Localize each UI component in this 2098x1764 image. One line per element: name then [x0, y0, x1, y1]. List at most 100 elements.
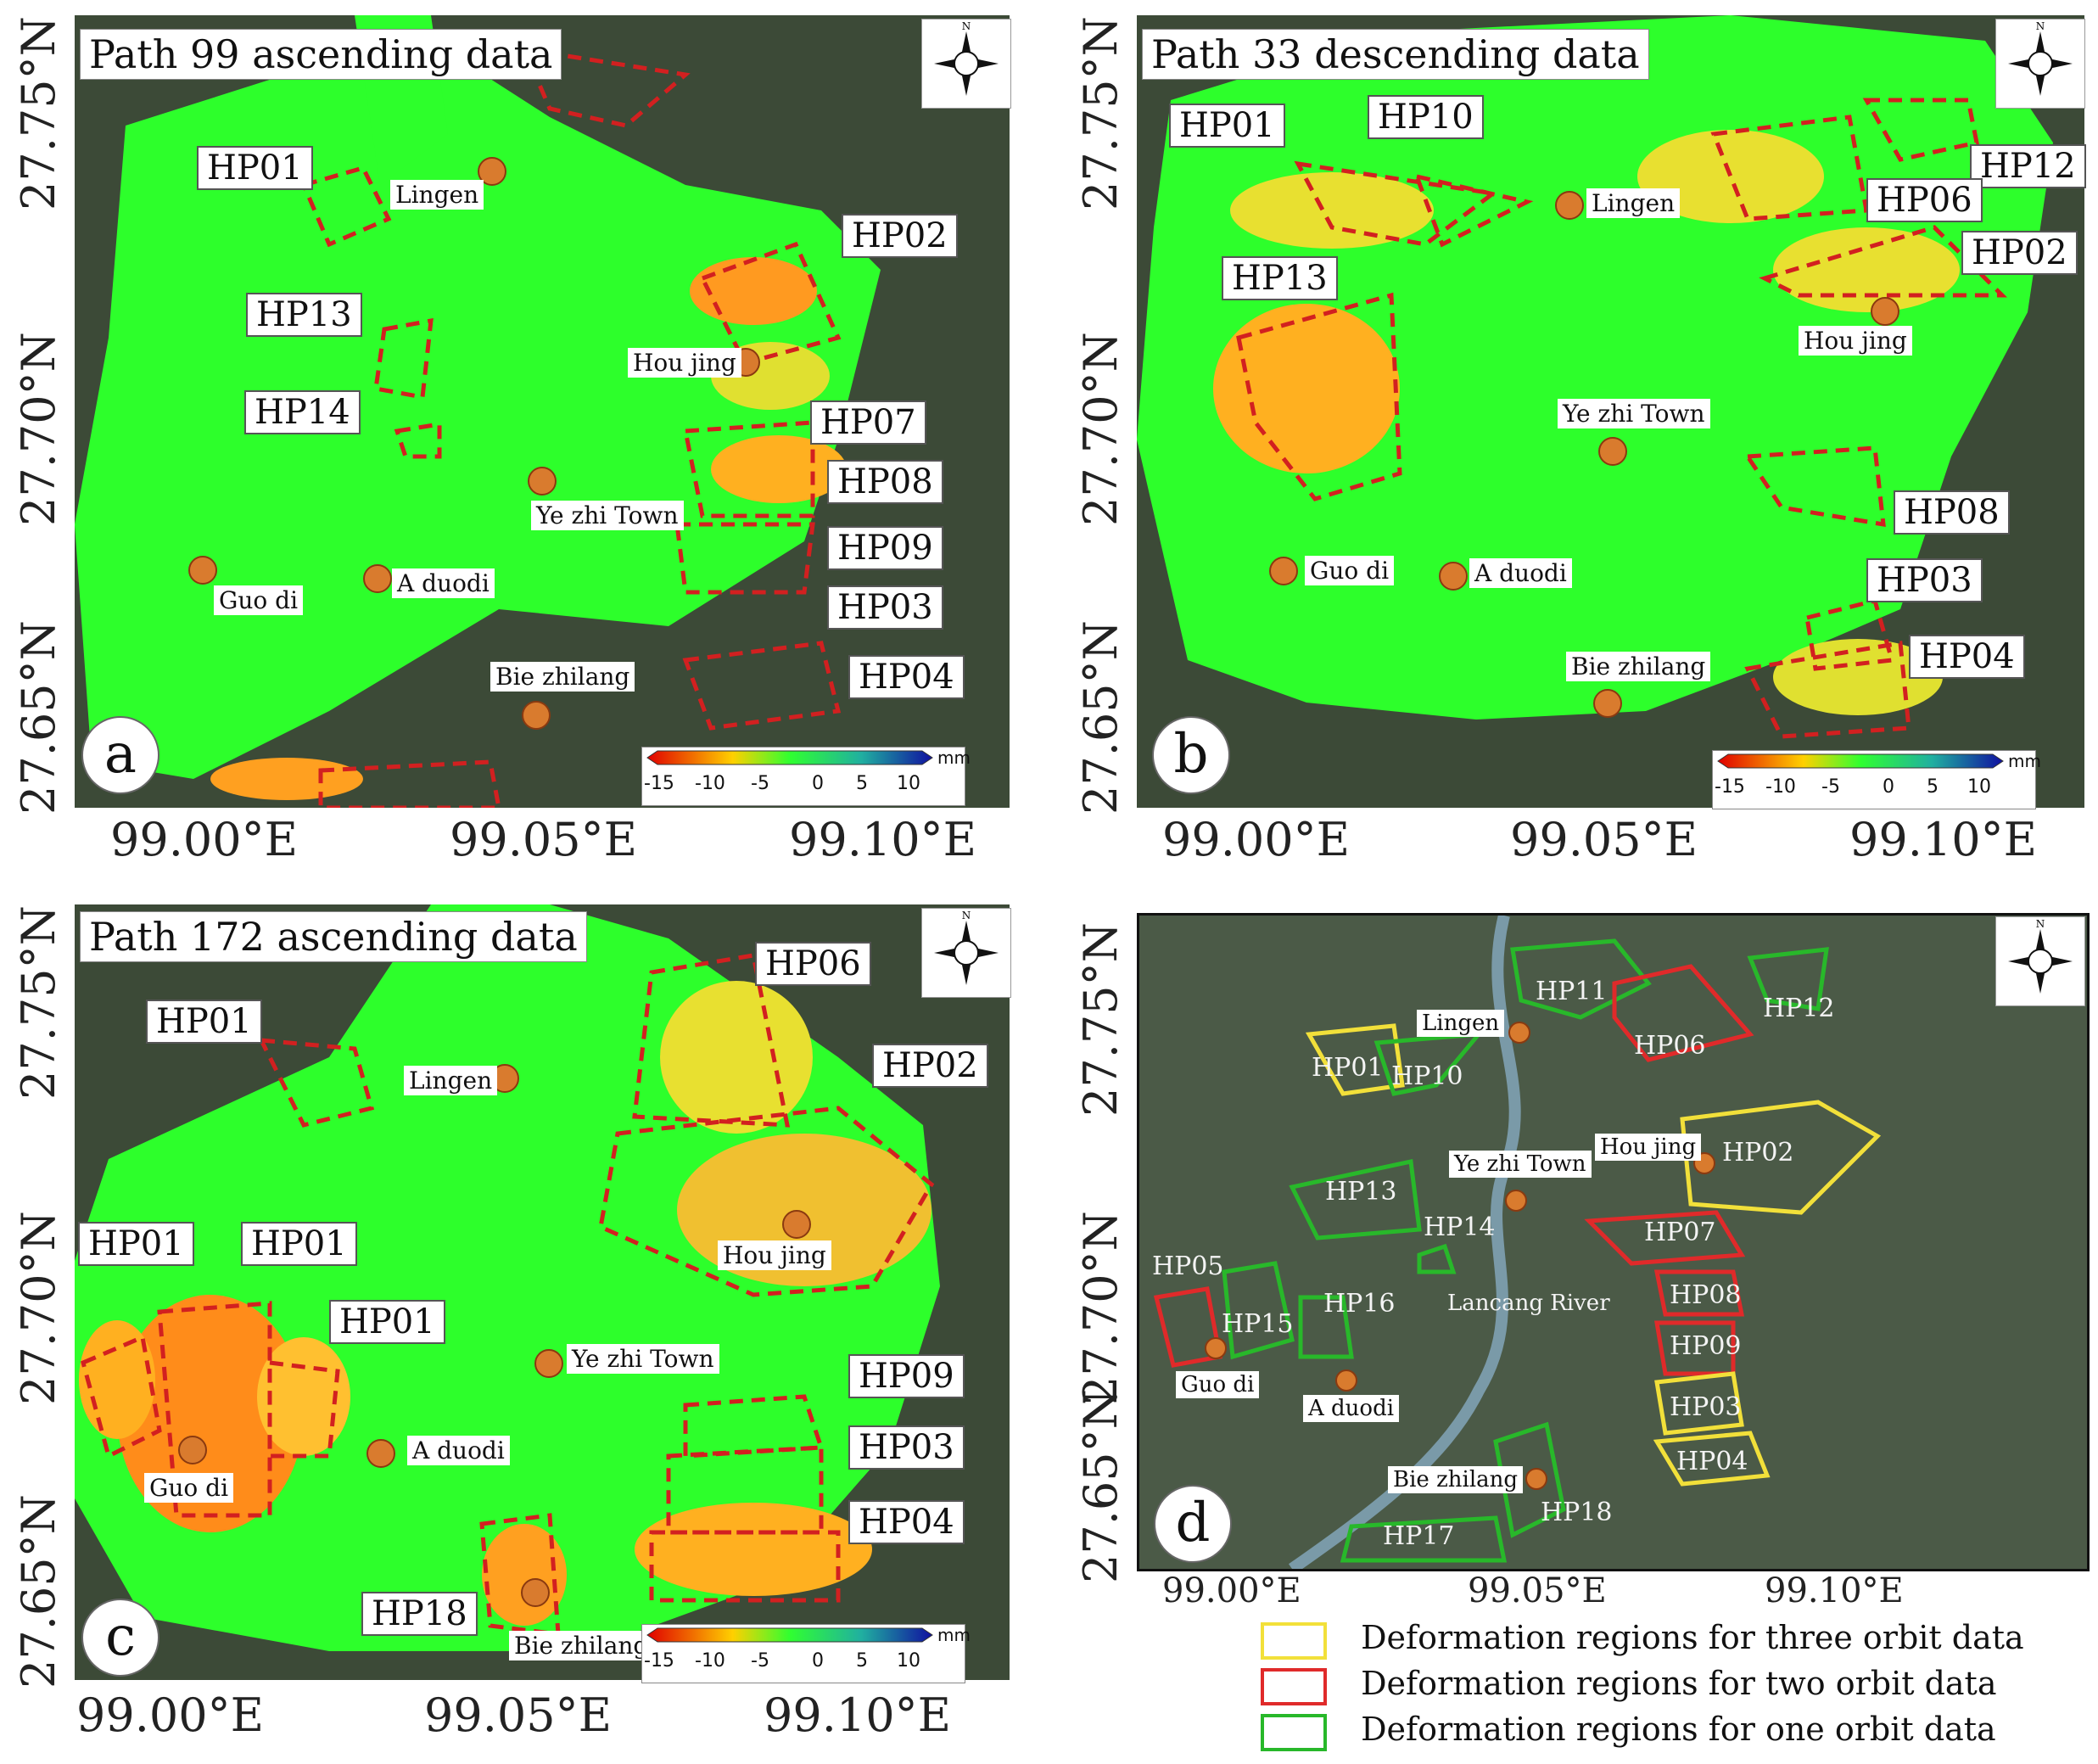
place-label: Lingen	[404, 1066, 498, 1095]
compass-rose-icon: N	[934, 910, 999, 985]
hp-label: HP13	[1222, 256, 1338, 300]
hp-label: HP08	[1894, 490, 2010, 535]
place-label: A duodi	[392, 568, 495, 598]
hp-label: HP18	[1541, 1498, 1613, 1527]
region-outline-hp04	[649, 1530, 841, 1603]
hp-label: HP04	[848, 655, 965, 699]
place-label: A duodi	[1469, 558, 1572, 588]
region-outline-bottom	[318, 759, 501, 808]
region-outline-hp04	[682, 641, 842, 731]
x-tick: 99.00°E	[1162, 1571, 1301, 1610]
place-label: Hou jing	[1595, 1134, 1702, 1161]
colorbar-tick: 5	[1927, 776, 1939, 798]
place-label: Guo di	[144, 1473, 234, 1503]
place-marker	[521, 1578, 550, 1607]
deformation-hotspot	[1637, 130, 1824, 223]
place-marker	[1335, 1369, 1357, 1392]
compass-rose-icon: N	[2008, 918, 2073, 994]
x-tick: 99.00°E	[76, 1688, 265, 1742]
y-tick: 27.65°N	[1074, 620, 1127, 815]
colorbar-tick: 5	[856, 1650, 868, 1672]
deformation-overlay-c	[75, 904, 940, 1651]
place-marker	[363, 564, 392, 593]
svg-text:N: N	[2036, 918, 2045, 930]
region-outline-hp01-left	[81, 1334, 162, 1459]
place-label: Ye zhi Town	[1449, 1151, 1592, 1178]
place-label: Guo di	[214, 585, 304, 615]
deformation-hotspot	[711, 435, 847, 503]
hp-label: HP01	[197, 146, 313, 190]
colorbar-graphic	[1717, 753, 2004, 769]
hp-label: HP15	[1222, 1309, 1294, 1339]
panel-letter: a	[81, 716, 159, 794]
colorbar-tick: -15	[644, 773, 674, 794]
colorbar-tick: 10	[897, 773, 920, 794]
hp-label: HP03	[1670, 1392, 1742, 1422]
y-tick: 27.70°N	[12, 332, 65, 526]
hp-label: HP01	[241, 1222, 357, 1266]
map-c	[75, 904, 1010, 1680]
outline-hp12	[1747, 947, 1829, 1011]
y-tick: 27.75°N	[12, 16, 65, 210]
compass-c: N	[921, 908, 1011, 998]
hp-label: HP04	[848, 1500, 965, 1544]
outline-hp04	[1653, 1431, 1771, 1487]
colorbar-unit: mm	[2008, 751, 2041, 771]
hp-label: HP10	[1391, 1061, 1463, 1091]
hp-label: HP06	[755, 942, 871, 986]
region-outline-hp10	[1413, 173, 1534, 248]
hp-label: HP06	[1634, 1031, 1706, 1061]
place-marker	[1439, 562, 1468, 591]
hp-label: HP04	[1676, 1447, 1748, 1476]
hp-label: HP08	[827, 460, 943, 504]
legend-label: Deformation regions for one orbit data	[1361, 1711, 1996, 1748]
hp-label: HP07	[1644, 1218, 1716, 1247]
hp-label: HP18	[361, 1592, 478, 1636]
legend-swatch	[1261, 1667, 1327, 1705]
region-outline-hp01	[257, 1038, 375, 1128]
place-marker	[1205, 1337, 1227, 1359]
place-marker	[522, 701, 551, 730]
deformation-hotspot	[1773, 227, 1960, 312]
region-outline-hp02	[699, 241, 842, 366]
colorbar-tick: -15	[644, 1650, 674, 1672]
hp-label: HP12	[1763, 994, 1835, 1023]
place-label: A duodi	[1303, 1395, 1400, 1422]
colorbar-c: mm -15 -10 -5 0 5 10	[641, 1624, 971, 1683]
place-marker	[1871, 297, 1899, 326]
compass-a: N	[921, 19, 1011, 109]
place-label: Ye zhi Town	[567, 1344, 719, 1374]
colorbar-tick: -10	[695, 773, 725, 794]
hp-label: HP01	[146, 1000, 262, 1044]
panel-letter: d	[1154, 1485, 1232, 1563]
place-marker	[534, 1349, 563, 1378]
colorbar-tick: -5	[751, 773, 769, 794]
place-marker	[782, 1210, 811, 1239]
map-d	[1137, 913, 2090, 1571]
hp-label: HP11	[1536, 977, 1608, 1006]
hp-label: HP13	[246, 293, 362, 337]
x-tick: 99.10°E	[764, 1688, 952, 1742]
hp-label: HP03	[1866, 558, 1983, 602]
colorbar-tick: 0	[1883, 776, 1894, 798]
colorbar-b: mm -15 -10 -5 0 5 10	[1712, 750, 2041, 809]
place-marker	[1555, 191, 1584, 220]
region-outline-hp14	[394, 422, 442, 459]
x-tick: 99.05°E	[424, 1688, 613, 1742]
region-outline-hp12	[1862, 98, 1979, 162]
x-tick: 99.10°E	[1849, 813, 2038, 866]
hp-label: HP04	[1909, 635, 2025, 679]
hp-label: HP10	[1368, 95, 1484, 139]
region-overlay-d	[1153, 916, 1882, 1569]
place-marker	[188, 556, 217, 585]
outline-hp01	[1305, 1023, 1405, 1096]
place-marker	[366, 1439, 395, 1468]
region-outline-hp02	[598, 1106, 935, 1297]
map-b	[1137, 15, 2084, 808]
compass-rose-icon: N	[934, 20, 999, 96]
legend-item-two-orbit: Deformation regions for two orbit data	[1261, 1665, 1996, 1705]
region-outline-hp06	[632, 953, 791, 1128]
place-label: Guo di	[1176, 1371, 1260, 1398]
outline-hp06	[1612, 964, 1754, 1062]
x-tick: 99.10°E	[1765, 1571, 1904, 1610]
